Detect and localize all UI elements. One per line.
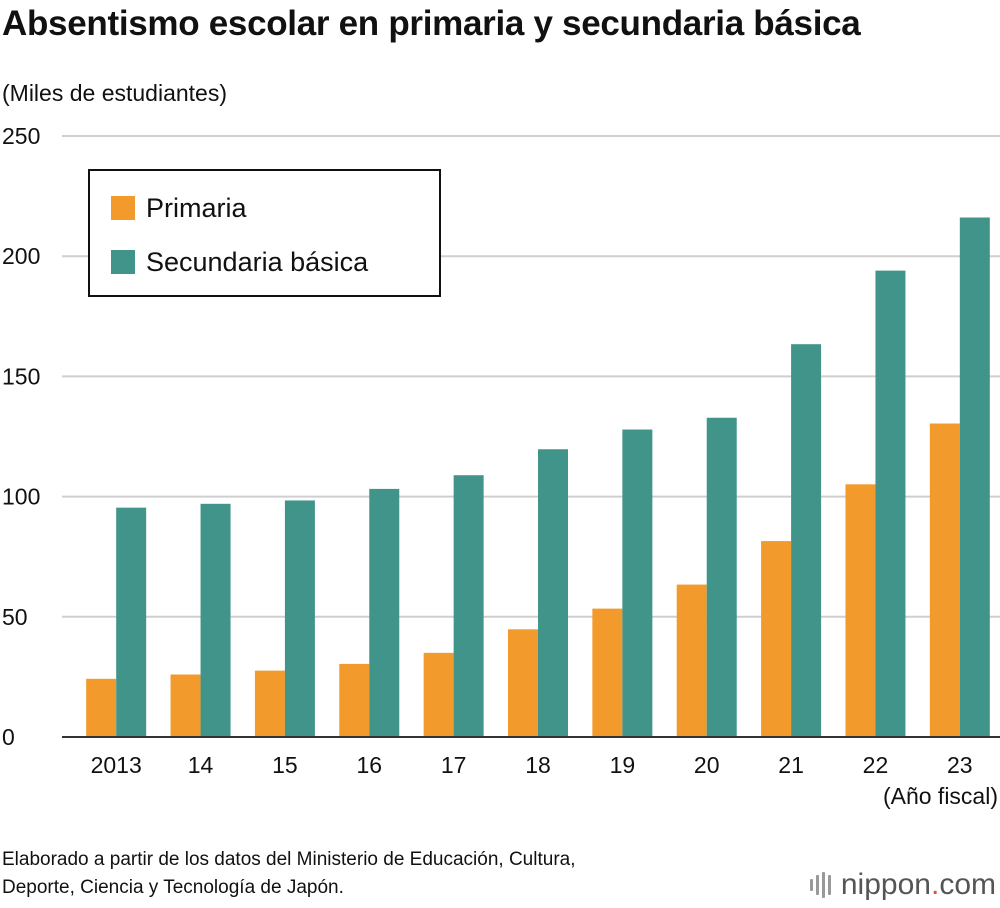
legend-swatch-primaria: [111, 196, 135, 220]
x-tick-label: 21: [778, 752, 804, 778]
source-line-2: Deporte, Ciencia y Tecnología de Japón.: [2, 877, 344, 898]
source-note: Elaborado a partir de los datos del Mini…: [2, 846, 576, 902]
x-tick-label: 15: [272, 752, 298, 778]
x-tick-label: 23: [947, 752, 973, 778]
bar-secundaria: [706, 417, 737, 737]
legend-box: [88, 169, 441, 297]
legend-label: Primaria: [146, 193, 247, 223]
bar-primaria: [929, 423, 960, 737]
bar-primaria: [845, 484, 876, 737]
bar-secundaria: [791, 344, 822, 737]
x-axis-label: (Año fiscal): [883, 783, 998, 809]
bar-chart: 0 50 100 150 200 250 2013 14 15 16 17 18 19 20 21 22 23 (…: [2, 123, 1000, 809]
y-axis-unit-label: (Miles de estudiantes): [2, 80, 227, 106]
chart-title: Absentismo escolar en primaria y secunda…: [2, 4, 861, 43]
x-tick-label: 2013: [91, 752, 142, 778]
x-tick-label: 18: [525, 752, 551, 778]
nippon-logo: nippon.com: [809, 868, 996, 902]
legend-label: Secundaria básica: [146, 247, 369, 277]
logo-mark-icon: [809, 872, 831, 898]
bar-secundaria: [200, 503, 231, 737]
bar-primaria: [676, 584, 707, 737]
x-tick-label: 17: [441, 752, 467, 778]
bar-primaria: [761, 541, 792, 737]
bar-primaria: [170, 674, 201, 737]
y-tick-label: 0: [2, 724, 15, 750]
x-tick-label: 19: [610, 752, 636, 778]
y-tick-label: 100: [2, 484, 40, 510]
bar-primaria: [339, 663, 370, 737]
bar-secundaria: [284, 500, 315, 737]
y-tick-label: 200: [2, 243, 40, 269]
bar-primaria: [86, 678, 117, 737]
y-tick-label: 150: [2, 363, 40, 389]
x-tick-label: 14: [188, 752, 214, 778]
axes: 0 50 100 150 200 250 2013 14 15 16 17 18 19 20 21 22 23 (…: [2, 123, 1000, 809]
y-tick-label: 250: [2, 123, 40, 149]
bar-secundaria: [453, 475, 484, 737]
legend-swatch-secundaria: [111, 250, 135, 274]
bar-secundaria: [622, 429, 653, 737]
bar-secundaria: [875, 270, 906, 737]
bar-primaria: [254, 670, 285, 737]
y-tick-label: 50: [2, 604, 28, 630]
logo-text: nippon.com: [840, 868, 996, 901]
x-tick-label: 16: [356, 752, 382, 778]
source-line-1: Elaborado a partir de los datos del Mini…: [2, 849, 576, 870]
bar-primaria: [508, 629, 538, 737]
x-tick-label: 22: [863, 752, 889, 778]
legend: Primaria Secundaria básica: [88, 169, 441, 297]
x-tick-label: 20: [694, 752, 720, 778]
bar-primaria: [592, 608, 623, 737]
bar-primaria: [423, 652, 454, 737]
bar-secundaria: [959, 217, 990, 737]
bars: [86, 217, 990, 737]
bar-secundaria: [538, 449, 568, 737]
bar-secundaria: [116, 507, 147, 737]
bar-secundaria: [369, 488, 400, 737]
